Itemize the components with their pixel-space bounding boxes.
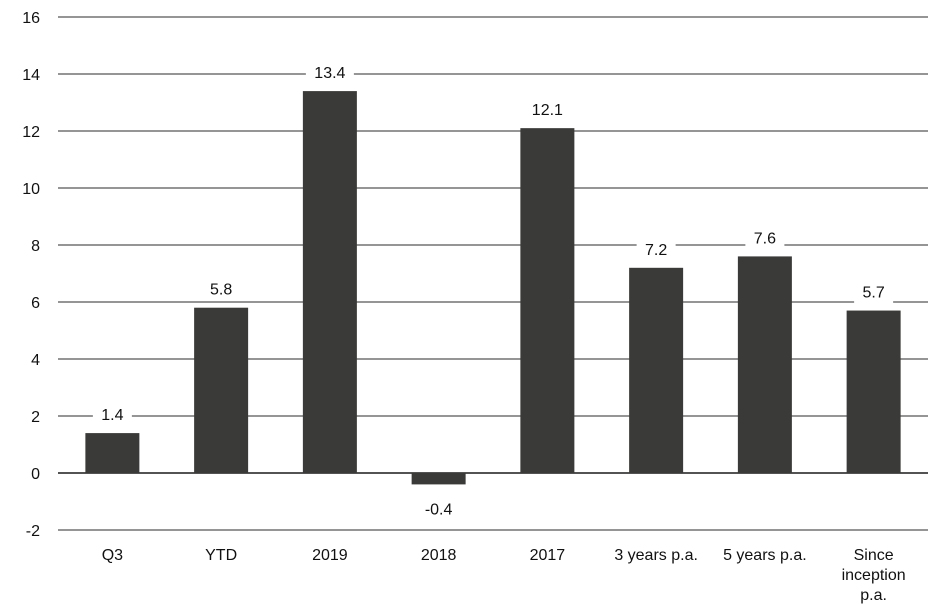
data-label: 12.1 xyxy=(532,102,563,119)
y-tick-label: 2 xyxy=(31,409,40,426)
y-tick-label: 0 xyxy=(31,466,40,483)
grid-lines xyxy=(58,16,928,531)
y-tick-label: 8 xyxy=(31,238,40,255)
category-label: inception xyxy=(842,567,906,584)
bar xyxy=(520,128,575,473)
data-label: 7.6 xyxy=(754,230,776,247)
bar xyxy=(85,433,140,473)
category-label: 2018 xyxy=(421,547,457,564)
data-label-background xyxy=(523,98,572,121)
category-label: 3 years p.a. xyxy=(614,547,698,564)
y-axis-tick-labels: -2 0 2 4 6 8 10 12 14 16 xyxy=(22,10,40,540)
category-label: 5 years p.a. xyxy=(723,547,807,564)
data-label-background xyxy=(92,403,132,426)
data-label-background xyxy=(414,497,463,520)
data-label-background xyxy=(636,237,676,260)
category-label: Q3 xyxy=(102,547,123,564)
y-tick-label: -2 xyxy=(26,523,40,540)
category-label: Since xyxy=(854,547,894,564)
data-label-background xyxy=(305,61,354,84)
data-label-background xyxy=(745,226,785,249)
bar xyxy=(737,256,792,473)
data-label: 5.7 xyxy=(863,285,885,302)
data-label: 1.4 xyxy=(101,407,123,424)
bar xyxy=(302,91,357,473)
data-label-background xyxy=(201,277,241,300)
y-tick-label: 14 xyxy=(22,67,40,84)
category-label: p.a. xyxy=(860,587,887,604)
bar xyxy=(194,307,249,473)
data-label: 5.8 xyxy=(210,282,232,299)
data-label-background xyxy=(854,280,894,303)
category-label: 2017 xyxy=(530,547,566,564)
data-labels: 1.4 5.8 13.4 -0.4 12.1 7.2 7.6 5.7 xyxy=(92,61,894,520)
bar xyxy=(846,310,901,473)
y-tick-label: 6 xyxy=(31,295,40,312)
data-label: 7.2 xyxy=(645,242,667,259)
category-label: 2019 xyxy=(312,547,348,564)
bar xyxy=(411,473,466,485)
data-label: -0.4 xyxy=(425,501,453,518)
bars xyxy=(85,91,901,485)
data-label: 13.4 xyxy=(314,65,345,82)
y-tick-label: 16 xyxy=(22,10,40,27)
x-axis-category-labels: Q3 YTD 2019 2018 2017 3 years p.a. 5 years p.a… xyxy=(102,547,906,604)
bar xyxy=(629,267,684,473)
y-tick-label: 12 xyxy=(22,124,40,141)
y-tick-label: 4 xyxy=(31,352,40,369)
category-label: YTD xyxy=(205,547,237,564)
y-tick-label: 10 xyxy=(22,181,40,198)
